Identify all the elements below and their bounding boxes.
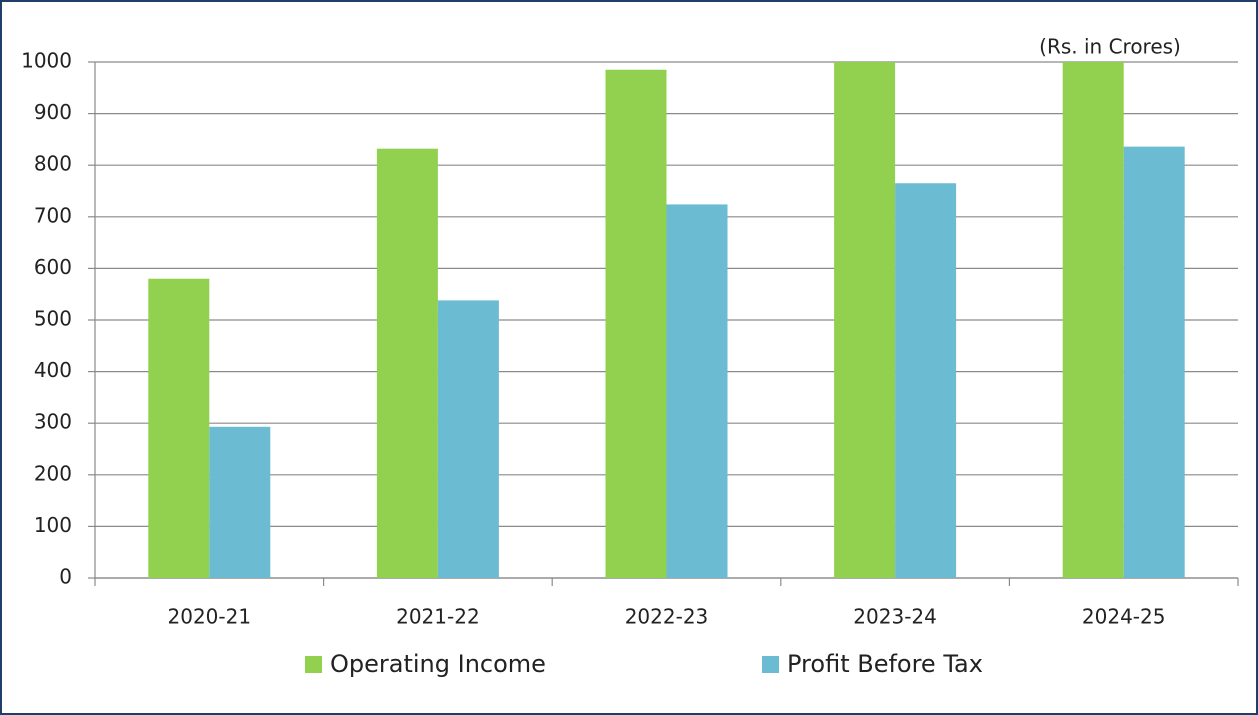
legend-swatch xyxy=(305,656,322,673)
bar xyxy=(1123,146,1185,578)
bar xyxy=(834,62,896,578)
bar xyxy=(895,183,957,578)
y-tick-label: 500 xyxy=(34,307,72,331)
y-tick-label: 100 xyxy=(34,513,72,537)
y-tick-label: 200 xyxy=(34,461,72,485)
bar xyxy=(209,426,271,578)
y-tick-label: 600 xyxy=(34,255,72,279)
bar xyxy=(605,69,667,579)
x-tick-label: 2020-21 xyxy=(168,605,252,629)
y-tick-label: 700 xyxy=(34,203,72,227)
y-tick-label: 1000 xyxy=(21,49,72,73)
legend-label: Operating Income xyxy=(330,650,546,678)
x-tick-label: 2024-25 xyxy=(1082,605,1166,629)
bar xyxy=(148,278,210,578)
bar xyxy=(1062,62,1124,578)
y-tick-label: 0 xyxy=(59,565,72,589)
legend-label: Profit Before Tax xyxy=(787,650,983,678)
bar xyxy=(376,148,438,579)
y-tick-label: 300 xyxy=(34,410,72,434)
legend-swatch xyxy=(762,656,779,673)
x-tick-label: 2022-23 xyxy=(625,605,709,629)
y-tick-label: 900 xyxy=(34,100,72,124)
bar xyxy=(666,204,728,578)
unit-annotation: (Rs. in Crores) xyxy=(1039,35,1181,59)
bar xyxy=(437,300,499,578)
x-tick-label: 2023-24 xyxy=(853,605,937,629)
y-tick-label: 400 xyxy=(34,358,72,382)
y-tick-label: 800 xyxy=(34,152,72,176)
x-tick-label: 2021-22 xyxy=(396,605,480,629)
